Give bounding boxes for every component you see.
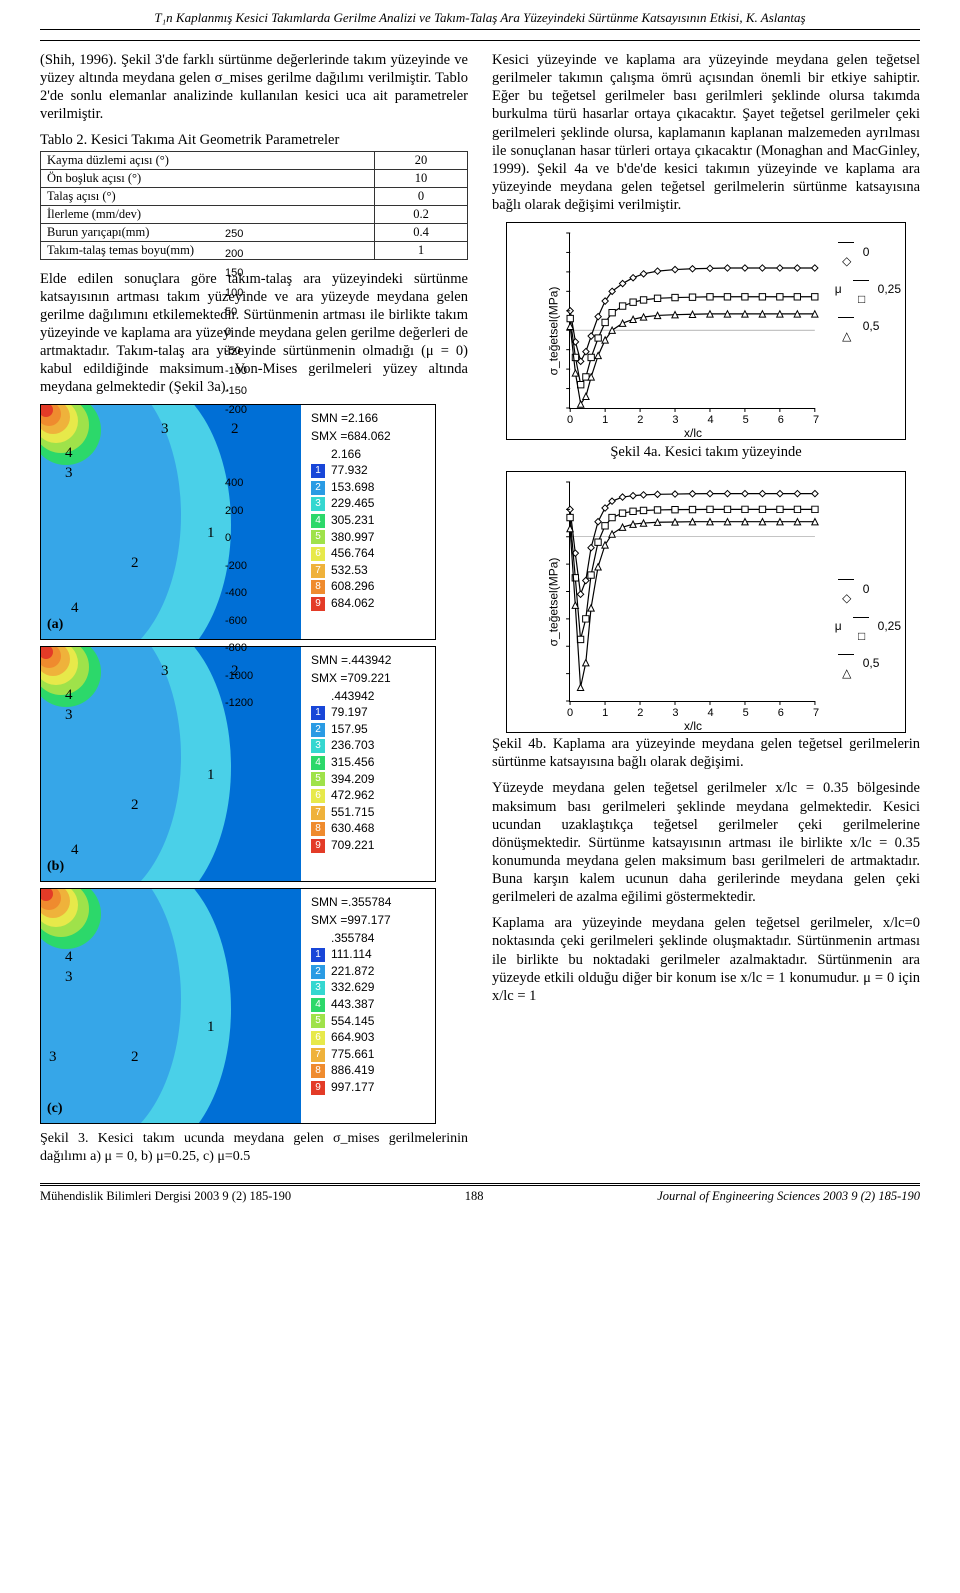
chart-4a: σ_teğetsel(MPa) -200-150-100-50050100150… <box>506 222 906 440</box>
fig3-caption: Şekil 3. Kesici takım ucunda meydana gel… <box>40 1130 468 1165</box>
x-tick: 7 <box>813 707 819 730</box>
x-axis-label: x/lc <box>684 719 702 733</box>
right-column: Kesici yüzeyinde ve kaplama ara yüzeyind… <box>492 51 920 1175</box>
contour-level-label: 3 <box>65 707 73 724</box>
fig4b-caption-para: Şekil 4b. Kaplama ara yüzeyinde meydana … <box>492 735 920 771</box>
right-para-4: Kaplama ara yüzeyinde meydana gelen teğe… <box>492 914 920 1005</box>
y-tick: 50 <box>225 306 564 318</box>
legend-item: μ □0,25 <box>835 607 901 645</box>
table2-value: 20 <box>375 151 468 169</box>
x-tick: 6 <box>778 414 784 437</box>
left-column: (Shih, 1996). Şekil 3'de farklı sürtünme… <box>40 51 468 1175</box>
y-tick: -150 <box>225 385 564 397</box>
footer-center: 188 <box>465 1189 484 1204</box>
x-tick: 5 <box>743 707 749 730</box>
contour-level-label: 4 <box>71 842 79 859</box>
contour-level-label: 2 <box>131 797 139 814</box>
x-tick: 7 <box>813 414 819 437</box>
running-head: T₁n Kaplanmış Kesici Takımlarda Gerilme … <box>40 8 920 27</box>
fig3-panel: 4 3 3 2 1 SMN =.355784SMX =997.177.3557841111… <box>40 888 436 1124</box>
contour-level-label: 4 <box>71 600 79 617</box>
table2-value: 0 <box>375 187 468 205</box>
chart4a-caption: Şekil 4a. Kesici takım yüzeyinde <box>492 444 920 461</box>
x-tick: 5 <box>743 414 749 437</box>
legend-item: μ □0,25 <box>835 271 901 309</box>
legend-item: ◇0 <box>835 233 901 271</box>
x-tick: 4 <box>708 414 714 437</box>
y-tick: 200 <box>225 248 564 260</box>
y-tick: -200 <box>225 560 564 572</box>
y-tick: 150 <box>225 267 564 279</box>
x-tick: 3 <box>672 707 678 730</box>
contour-level-label: 2 <box>131 555 139 572</box>
x-tick: 2 <box>637 414 643 437</box>
contour-level-label: 2 <box>131 1049 139 1066</box>
contour-level-label: 1 <box>207 1019 215 1036</box>
chart4b-legend: ◇0μ □0,25△0,5 <box>835 570 901 682</box>
y-tick: -50 <box>225 345 564 357</box>
right-para-1: Kesici yüzeyinde ve kaplama ara yüzeyind… <box>492 51 920 214</box>
y-tick: -400 <box>225 587 564 599</box>
y-tick: 250 <box>225 228 564 240</box>
contour-level-label: 2 <box>231 421 239 438</box>
y-tick: -1000 <box>225 670 564 682</box>
x-tick: 6 <box>778 707 784 730</box>
chart-4b: σ_teğetsel(MPa) -1200-1000-800-600-400-2… <box>506 471 906 733</box>
right-para-3: Yüzeyde meydana gelen teğetsel gerilmele… <box>492 779 920 906</box>
x-tick: 0 <box>567 707 573 730</box>
contour-level-label: 4 <box>65 949 73 966</box>
contour-level-label: 3 <box>49 1049 57 1066</box>
x-tick: 1 <box>602 707 608 730</box>
fig3-panel-label: (a) <box>47 617 63 633</box>
chart4a-legend: ◇0μ □0,25△0,5 <box>835 233 901 345</box>
legend-item: △0,5 <box>835 645 901 683</box>
table2-caption: Tablo 2. Kesici Takıma Ait Geometrik Par… <box>40 132 468 149</box>
table2-value: 0.2 <box>375 205 468 223</box>
x-tick: 1 <box>602 414 608 437</box>
contour-level-label: 4 <box>65 687 73 704</box>
contour-level-label: 3 <box>65 969 73 986</box>
y-tick: 100 <box>225 287 564 299</box>
y-tick: 200 <box>225 505 564 517</box>
y-tick: -800 <box>225 642 564 654</box>
table2-param: İlerleme (mm/dev) <box>41 205 375 223</box>
fig3-panel: 4321432SMN =.443942SMX =709.221.44394217… <box>40 646 436 882</box>
legend-item: △0,5 <box>835 308 901 346</box>
contour-level-label: 3 <box>161 663 169 680</box>
fig3-panel-label: (c) <box>47 1101 63 1117</box>
y-tick: -200 <box>225 404 564 416</box>
page-footer: Mühendislik Bilimleri Dergisi 2003 9 (2)… <box>40 1187 920 1206</box>
fig3-panel-label: (b) <box>47 859 64 875</box>
y-tick: 400 <box>225 477 564 489</box>
x-tick: 3 <box>672 414 678 437</box>
footer-left: Mühendislik Bilimleri Dergisi 2003 9 (2)… <box>40 1189 291 1204</box>
y-tick: -1200 <box>225 697 564 709</box>
y-tick: -100 <box>225 365 564 377</box>
table2-param: Kayma düzlemi açısı (°) <box>41 151 375 169</box>
x-tick: 2 <box>637 707 643 730</box>
fig3-legend: SMN =.355784SMX =997.177.3557841111.1142… <box>311 895 391 1096</box>
fig3-legend: SMN =.443942SMX =709.221.443942179.19721… <box>311 653 391 854</box>
y-tick: 0 <box>225 326 564 338</box>
contour-level-label: 3 <box>161 421 169 438</box>
table2-value: 10 <box>375 169 468 187</box>
table2-param: Ön boşluk açısı (°) <box>41 169 375 187</box>
table2-param: Talaş açısı (°) <box>41 187 375 205</box>
x-tick: 4 <box>708 707 714 730</box>
contour-level-label: 1 <box>207 767 215 784</box>
contour-level-label: 4 <box>65 445 73 462</box>
contour-level-label: 1 <box>207 525 215 542</box>
legend-item: ◇0 <box>835 570 901 608</box>
y-tick: 0 <box>225 532 564 544</box>
footer-right: Journal of Engineering Sciences 2003 9 (… <box>657 1189 920 1204</box>
table2: Kayma düzlemi açısı (°)20Ön boşluk açısı… <box>40 151 468 260</box>
contour-level-label: 3 <box>65 465 73 482</box>
x-axis-label: x/lc <box>684 426 702 440</box>
y-tick: -600 <box>225 615 564 627</box>
left-para-1: (Shih, 1996). Şekil 3'de farklı sürtünme… <box>40 51 468 124</box>
fig3-panel: 4321432SMN =2.166SMX =684.0622.166177.93… <box>40 404 436 640</box>
x-tick: 0 <box>567 414 573 437</box>
